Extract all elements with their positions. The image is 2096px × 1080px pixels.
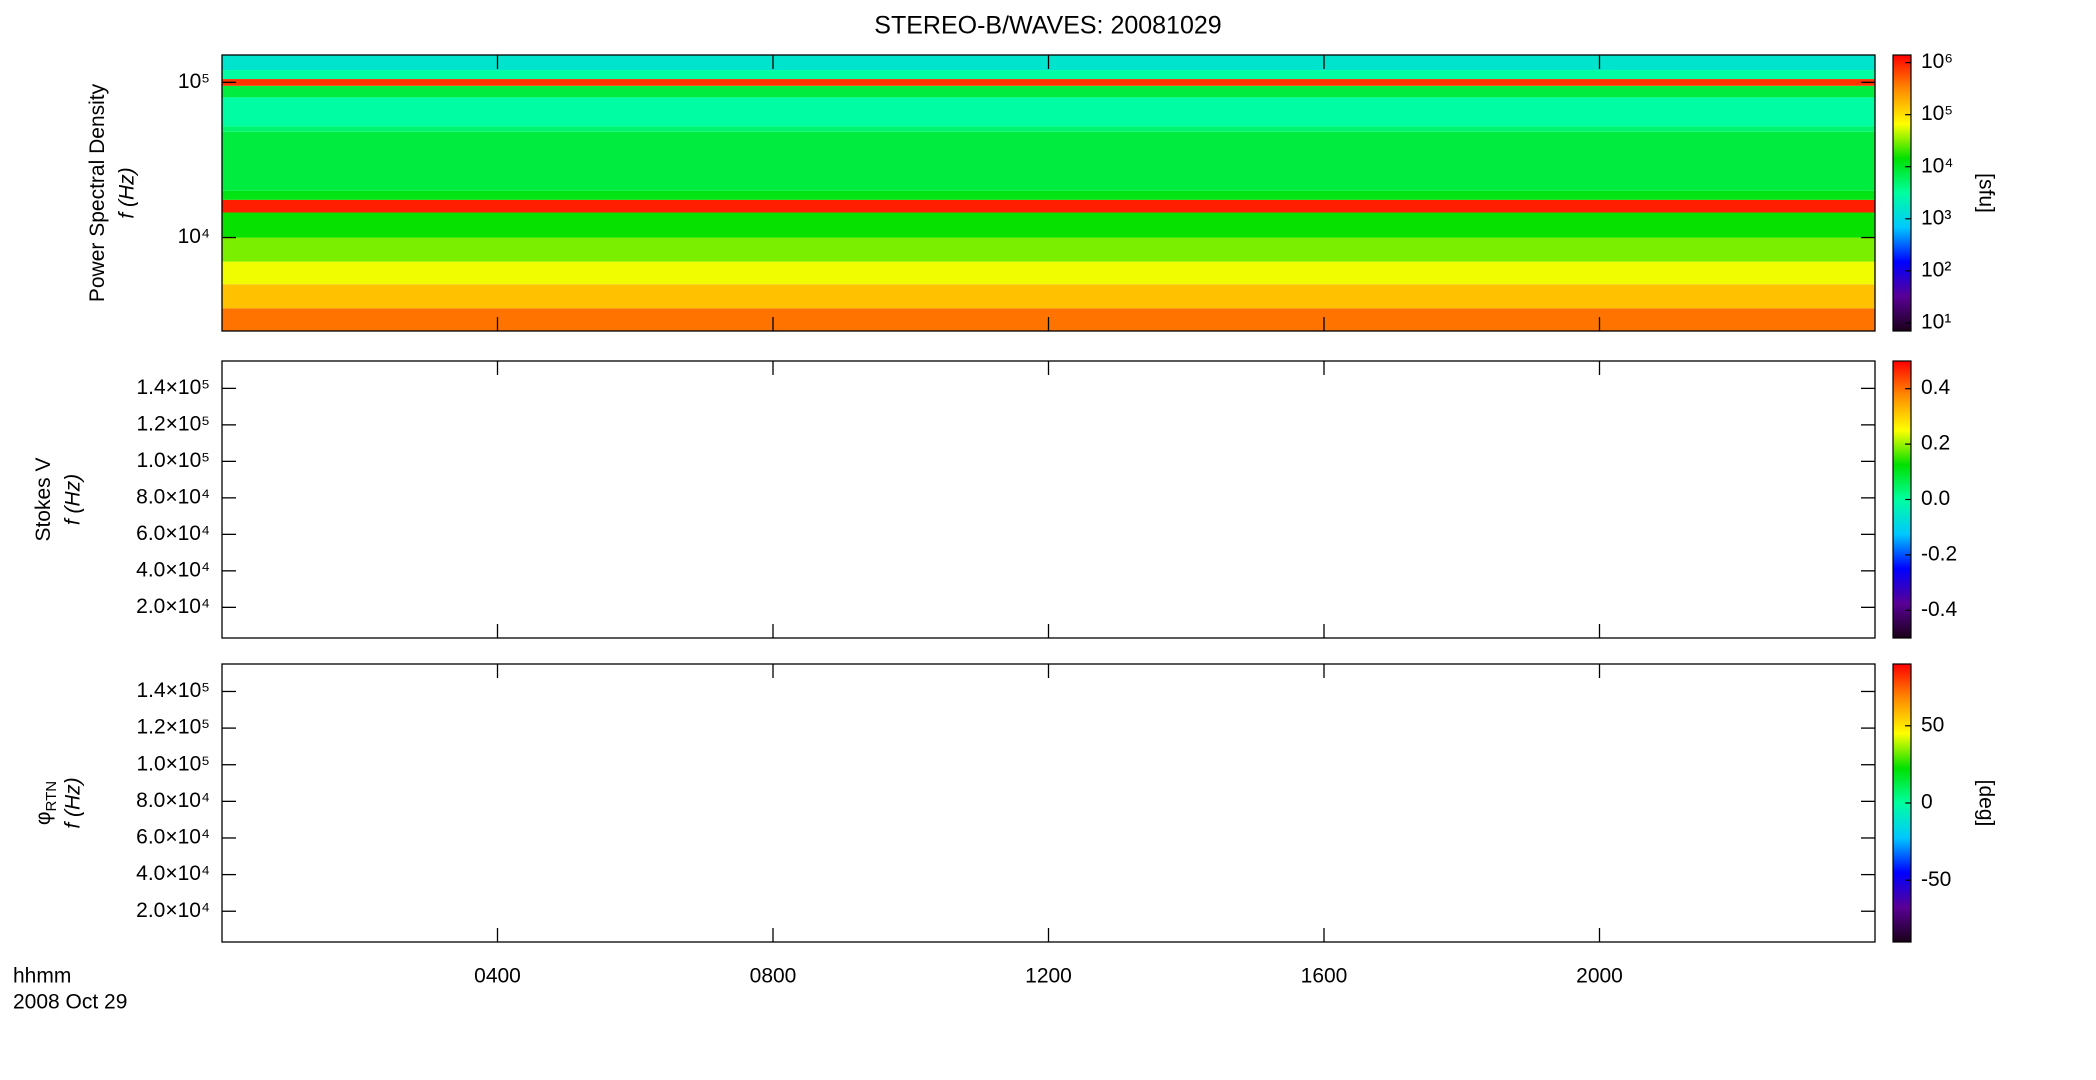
colorbar-tick-label: 50 bbox=[1921, 713, 1944, 736]
spectrogram-cell bbox=[222, 70, 1875, 80]
colorbar-tick-label: 10³ bbox=[1921, 206, 1951, 229]
spectrogram-cell bbox=[222, 79, 1875, 86]
colorbar-tick-label: 10² bbox=[1921, 258, 1951, 281]
colorbar-tick-label: 0.2 bbox=[1921, 432, 1950, 455]
spectrogram-cell bbox=[222, 190, 1875, 200]
colorbar-tick-label: 10⁶ bbox=[1921, 50, 1953, 73]
colorbar-tick-label: 0.4 bbox=[1921, 376, 1951, 399]
y-tick-label: 6.0×10⁴ bbox=[136, 826, 210, 849]
y-tick-label: 1.4×10⁵ bbox=[136, 679, 210, 702]
y-axis-label-sub: RTN bbox=[43, 781, 60, 812]
spectrogram-cell bbox=[222, 131, 1875, 191]
y-axis-label: f (Hz) bbox=[62, 777, 85, 828]
plot-frame bbox=[221, 360, 1876, 639]
y-axis-label-main: φ bbox=[32, 811, 55, 825]
x-tick-label: 0800 bbox=[750, 965, 797, 988]
colorbar-tick-label: 10⁴ bbox=[1921, 154, 1953, 177]
y-tick-label: 2.0×10⁴ bbox=[136, 899, 210, 922]
y-tick-label: 10⁵ bbox=[178, 70, 210, 93]
y-axis-label: Stokes V bbox=[32, 457, 55, 541]
colorbar-label: [deg] bbox=[1974, 780, 1997, 827]
x-tick-label: 1200 bbox=[1025, 965, 1072, 988]
y-axis-label: f (Hz) bbox=[116, 167, 139, 218]
colorbar-tick-label: -0.4 bbox=[1921, 598, 1958, 621]
chart-title: STEREO-B/WAVES: 20081029 bbox=[874, 12, 1221, 40]
y-axis-label-main: Stokes V bbox=[32, 457, 55, 541]
y-tick-label: 1.4×10⁵ bbox=[136, 376, 210, 399]
spectrogram-cell bbox=[222, 97, 1875, 127]
colorbar bbox=[1892, 54, 1912, 332]
y-tick-label: 1.0×10⁵ bbox=[136, 752, 210, 775]
x-tick-label: 1600 bbox=[1301, 965, 1348, 988]
colorbar-tick-label: 10⁵ bbox=[1921, 102, 1953, 125]
y-axis-label-main: Power Spectral Density bbox=[86, 83, 109, 302]
y-tick-label: 6.0×10⁴ bbox=[136, 522, 210, 545]
x-axis-label: hhmm bbox=[13, 965, 71, 988]
y-axis-label: φRTN bbox=[32, 781, 60, 825]
y-tick-label: 1.2×10⁵ bbox=[136, 412, 210, 435]
x-axis-label: 2008 Oct 29 bbox=[13, 991, 127, 1014]
y-tick-label: 10⁴ bbox=[178, 225, 210, 248]
colorbar-tick-label: 0.0 bbox=[1921, 487, 1950, 510]
y-tick-label: 4.0×10⁴ bbox=[136, 558, 210, 581]
y-tick-label: 8.0×10⁴ bbox=[136, 789, 210, 812]
y-axis-label: f (Hz) bbox=[62, 474, 85, 525]
plot-frame bbox=[221, 663, 1876, 943]
colorbar-tick-label: -50 bbox=[1921, 868, 1951, 891]
x-tick-label: 0400 bbox=[474, 965, 521, 988]
spectrogram-cell bbox=[222, 261, 1875, 285]
colorbar-tick-label: 10¹ bbox=[1921, 310, 1951, 333]
y-axis-label: Power Spectral Density bbox=[86, 83, 109, 302]
x-tick-label: 2000 bbox=[1576, 965, 1623, 988]
y-tick-label: 2.0×10⁴ bbox=[136, 595, 210, 618]
spectrogram-cell bbox=[222, 284, 1875, 309]
y-tick-label: 1.0×10⁵ bbox=[136, 449, 210, 472]
y-tick-label: 4.0×10⁴ bbox=[136, 862, 210, 885]
spectrogram-cell bbox=[222, 85, 1875, 98]
colorbar-tick-label: -0.2 bbox=[1921, 542, 1957, 565]
spectrogram-cell bbox=[222, 199, 1875, 213]
spectrogram-cell bbox=[222, 212, 1875, 238]
colorbar-tick-label: 0 bbox=[1921, 791, 1933, 814]
y-tick-label: 1.2×10⁵ bbox=[136, 716, 210, 739]
spectrogram-cell bbox=[222, 237, 1875, 262]
spectrogram-cell bbox=[222, 126, 1875, 132]
y-tick-label: 8.0×10⁴ bbox=[136, 485, 210, 508]
colorbar-label: [sfu] bbox=[1974, 173, 1997, 213]
